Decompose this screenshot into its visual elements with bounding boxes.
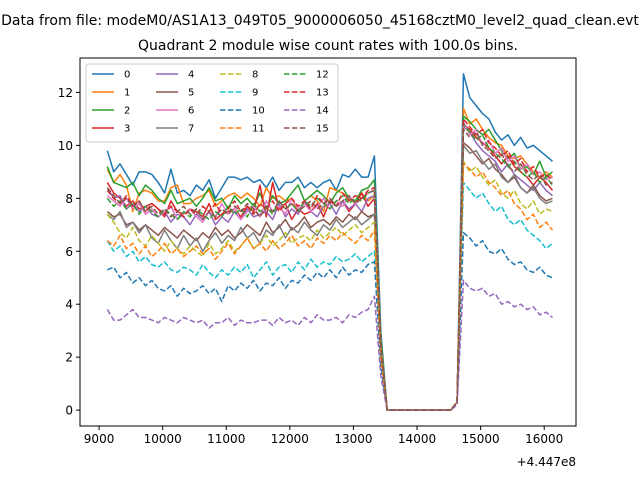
legend-label-8: 8 (252, 70, 258, 81)
series-line-7 (106, 144, 553, 411)
legend-label-6: 6 (188, 106, 194, 117)
x-tick-label-11000: 11000 (207, 432, 245, 446)
series-line-1 (106, 107, 553, 411)
legend-label-13: 13 (316, 88, 329, 99)
series-line-15 (106, 128, 553, 411)
legend-label-5: 5 (188, 88, 194, 99)
legend-label-2: 2 (124, 106, 130, 117)
series-line-12 (106, 123, 554, 411)
series-line-13 (106, 118, 553, 411)
legend-label-0: 0 (124, 70, 130, 81)
legend-label-15: 15 (316, 124, 329, 135)
y-tick-label-0: 0 (65, 404, 73, 418)
legend-label-4: 4 (188, 70, 194, 81)
y-tick-label-2: 2 (65, 351, 73, 365)
legend-label-14: 14 (316, 106, 329, 117)
legend-label-3: 3 (124, 124, 130, 135)
axes-frame (79, 57, 577, 427)
x-tick-label-15000: 15000 (462, 432, 500, 446)
series-line-8 (106, 160, 553, 411)
x-tick-label-9000: 9000 (84, 432, 115, 446)
series-line-0 (106, 73, 553, 411)
y-tick-label-8: 8 (65, 192, 73, 206)
x-tick-label-10000: 10000 (144, 432, 182, 446)
legend-label-9: 9 (252, 88, 258, 99)
y-tick-label-6: 6 (65, 245, 73, 259)
series-line-14 (106, 279, 553, 411)
x-tick-label-12000: 12000 (271, 432, 309, 446)
y-tick-label-4: 4 (65, 298, 73, 312)
series-line-11 (106, 163, 554, 411)
legend-label-11: 11 (252, 124, 265, 135)
x-tick-label-13000: 13000 (334, 432, 372, 446)
chart-title: Quadrant 2 module wise count rates with … (138, 38, 518, 54)
legend-label-7: 7 (188, 124, 194, 135)
series-line-5 (106, 141, 553, 411)
legend-label-10: 10 (252, 106, 265, 117)
x-tick-label-14000: 14000 (398, 432, 436, 446)
y-tick-label-10: 10 (58, 139, 73, 153)
x-offset-label: +4.447e8 (517, 455, 576, 469)
legend-label-12: 12 (316, 70, 329, 81)
plot-area (106, 73, 554, 411)
x-tick-label-16000: 16000 (525, 432, 563, 446)
y-tick-label-12: 12 (58, 86, 73, 100)
legend-label-1: 1 (124, 88, 130, 99)
series-line-10 (107, 231, 553, 411)
series-line-9 (106, 181, 553, 411)
suptitle: Data from file: modeM0/AS1A13_049T05_900… (1, 13, 639, 29)
legend-frame (85, 63, 339, 143)
